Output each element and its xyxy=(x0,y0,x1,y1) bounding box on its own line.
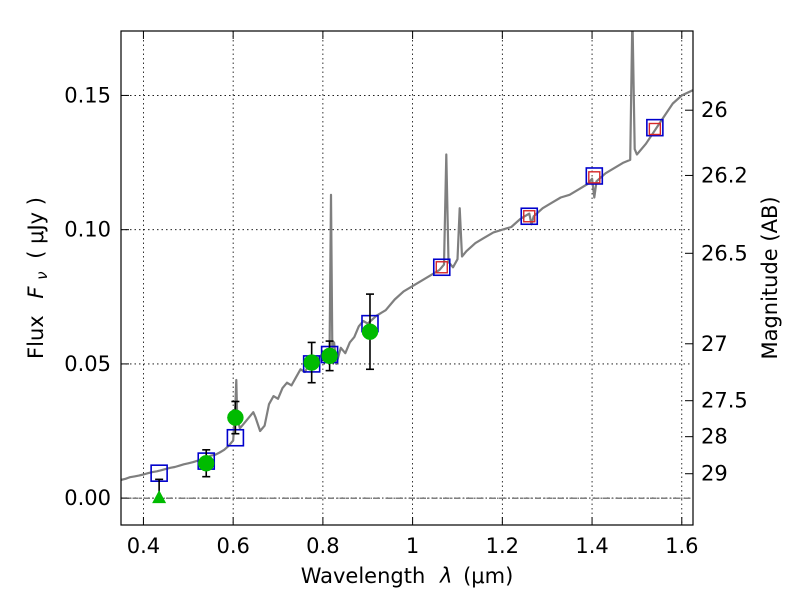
y-axis-ticks: 0.00 0.05 0.10 0.15 xyxy=(64,83,129,510)
y-tick-label: 0.10 xyxy=(64,218,111,242)
magnitude-tick-label: 27 xyxy=(701,332,728,356)
y-axis-label: Flux F ν ( μJy ) xyxy=(24,197,52,359)
magnitude-tick-label: 26.5 xyxy=(701,241,748,265)
y-axis-label-symbol: F xyxy=(24,286,48,299)
magnitude-tick-label: 26 xyxy=(701,98,728,122)
plot-frame xyxy=(120,30,694,526)
measured-space-point xyxy=(588,171,601,184)
errorbar-layer xyxy=(155,293,374,499)
model-photometry-layer xyxy=(150,118,664,482)
measured-ground-point xyxy=(361,323,379,340)
y-axis-label-subscript: ν xyxy=(33,271,51,279)
model-photometry-point xyxy=(432,258,451,277)
y-tick-label: 0.00 xyxy=(64,486,111,510)
x-tick-label: 0.4 xyxy=(127,534,160,558)
measured-space-point xyxy=(648,122,662,136)
x-axis-label-unit: (μm) xyxy=(463,564,513,588)
measured-ground-point xyxy=(303,354,320,371)
measured-ground-layer xyxy=(152,323,379,504)
x-axis-ticks: 0.4 0.6 0.8 1 1.2 1.4 1.6 xyxy=(127,31,698,558)
x-axis-label: Wavelength λ (μm) xyxy=(301,564,514,588)
magnitude-tick-label: 28 xyxy=(701,425,728,449)
measured-ground-point xyxy=(197,455,215,472)
magnitude-tick-label: 27.5 xyxy=(701,389,748,413)
magnitude-axis-label: Magnitude (AB) xyxy=(758,196,782,359)
x-axis-label-text: Wavelength xyxy=(301,564,426,588)
x-tick-label: 1.6 xyxy=(665,534,698,558)
measured-space-point xyxy=(435,261,448,274)
x-tick-label: 0.8 xyxy=(306,534,339,558)
x-axis-label-symbol: λ xyxy=(439,564,452,588)
measured-space-layer xyxy=(435,122,662,274)
spectrum-layer xyxy=(121,31,693,481)
x-tick-label: 0.6 xyxy=(216,534,249,558)
measured-space-point xyxy=(523,210,536,223)
measured-ground-point xyxy=(321,347,338,365)
x-tick-label: 1.2 xyxy=(486,534,519,558)
magnitude-tick-label: 26.2 xyxy=(701,163,748,187)
x-tick-label: 1 xyxy=(406,534,419,558)
magnitude-tick-label: 29 xyxy=(701,462,728,486)
x-tick-label: 1.4 xyxy=(575,534,608,558)
model-photometry-point xyxy=(585,167,604,185)
model-photometry-point xyxy=(646,118,664,137)
measured-ground-point xyxy=(227,409,244,426)
y-axis-label-unit: ( μJy ) xyxy=(24,197,48,259)
magnitude-axis-ticks: 26 26.2 26.5 27 27.5 28 29 xyxy=(685,98,748,486)
spectrum-line xyxy=(121,31,693,481)
y-tick-label: 0.05 xyxy=(64,352,111,376)
y-tick-label: 0.15 xyxy=(64,83,111,107)
model-photometry-point xyxy=(520,207,539,226)
upper-limit-point xyxy=(152,490,167,504)
y-axis-label-text: Flux xyxy=(24,315,48,359)
